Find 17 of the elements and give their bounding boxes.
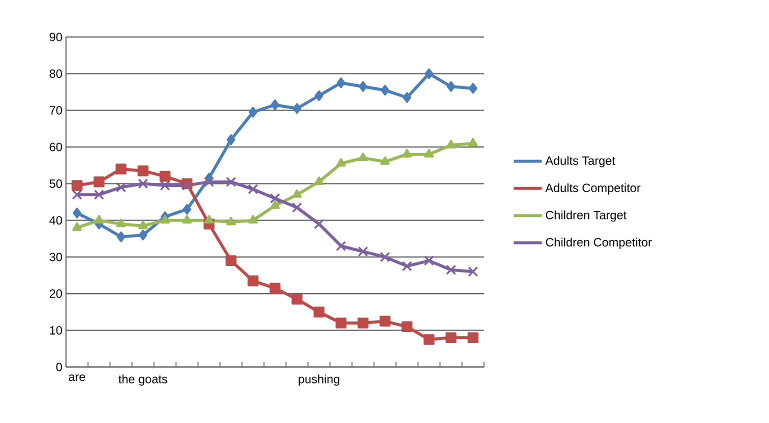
- legend-label: Children Competitor: [546, 238, 652, 249]
- x-tick-label: the goats: [118, 374, 168, 386]
- y-tick-label: 10: [50, 326, 62, 335]
- x-tick-label: pushing: [298, 374, 340, 386]
- y-tick-label: 40: [49, 216, 62, 225]
- legend-label: Adults Competitor: [545, 183, 640, 194]
- y-tick-label: 0: [56, 362, 62, 372]
- y-tick-label: 80: [50, 69, 62, 78]
- y-tick-label: 60: [50, 142, 62, 152]
- y-tick-label: 20: [50, 289, 62, 298]
- legend-label: Adults Target: [545, 156, 616, 168]
- y-tick-label: 30: [50, 252, 62, 262]
- y-tick-label: 90: [50, 32, 62, 42]
- y-tick-label: 70: [50, 106, 62, 115]
- x-tick-label: are: [68, 374, 86, 382]
- y-tick-label: 50: [50, 179, 62, 188]
- legend-label: Children Target: [546, 210, 627, 222]
